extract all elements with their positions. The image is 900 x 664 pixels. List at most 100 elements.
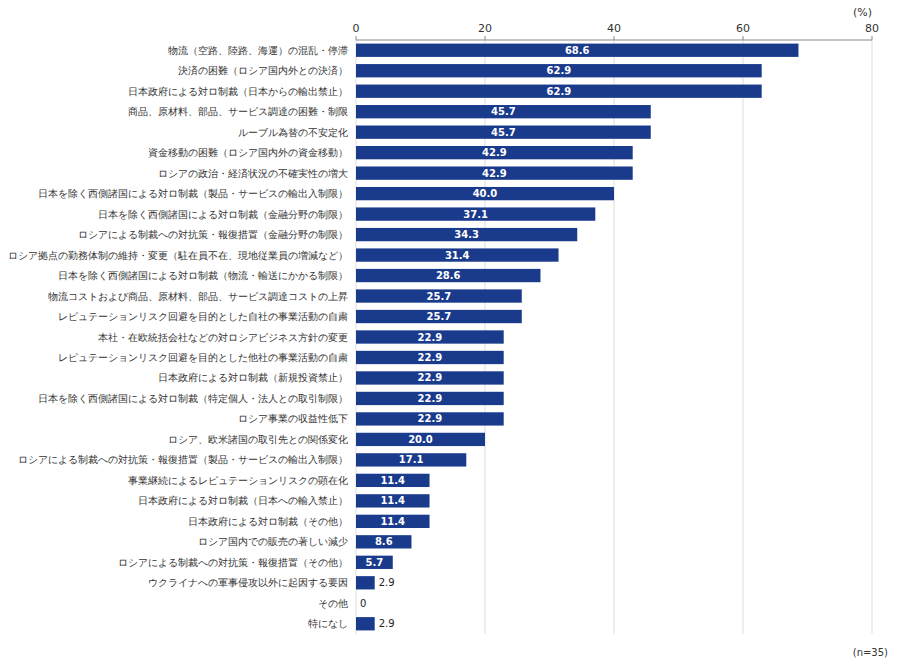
bar (356, 146, 633, 159)
grid-line (872, 40, 873, 634)
category-label: 日本を除く西側諸国による対ロ制裁（製品・サービスの輸出入制限） (38, 188, 348, 199)
bar (356, 474, 430, 487)
bars (356, 44, 798, 631)
annotation: (n=35) (853, 647, 888, 658)
data-label: 45.7 (491, 106, 516, 117)
x-axis: 0 20 40 60 80 (353, 22, 880, 40)
axis-line (356, 40, 872, 41)
category-label: ロシアによる制裁への対抗策・報復措置（その他） (118, 557, 348, 568)
bar (356, 433, 485, 446)
data-label: 62.9 (547, 65, 572, 76)
data-label: 25.7 (427, 291, 452, 302)
data-label: 45.7 (491, 127, 516, 138)
tick-label: 60 (736, 22, 750, 35)
category-label: 資金移動の困難（ロシア国内外の資金移動） (148, 147, 348, 158)
category-label: ロシア拠点の勤務体制の維持・変更（駐在員不在、現地従業員の増減など） (8, 250, 348, 261)
grid (356, 40, 872, 634)
data-label: 11.4 (380, 475, 405, 486)
data-label: 22.9 (418, 413, 443, 424)
data-label: 37.1 (463, 209, 488, 220)
category-label: ロシアの政治・経済状況の不確実性の増大 (158, 168, 348, 179)
category-label: 日本政府による対ロ制裁（日本への輸入禁止） (138, 495, 348, 506)
data-label: 5.7 (366, 557, 384, 568)
data-label: 42.9 (482, 147, 507, 158)
category-label: ロシア国内での販売の著しい減少 (198, 536, 348, 547)
bar (356, 535, 411, 548)
category-label: 本社・在欧統括会社などの対ロシアビジネス方針の変更 (98, 332, 348, 343)
data-label: 22.9 (418, 393, 443, 404)
data-label: 34.3 (454, 229, 479, 240)
data-label: 25.7 (427, 311, 452, 322)
category-label: その他 (318, 598, 348, 609)
data-label: 0 (360, 598, 366, 609)
bar (356, 617, 375, 630)
chart-container: 物流（空路、陸路、海運）の混乱・停滞決済の困難（ロシア国内外との決済）日本政府に… (0, 0, 900, 664)
category-label: 特になし (308, 618, 348, 629)
category-label: 物流コストおよび商品、原材料、部品、サービス調達コストの上昇 (48, 291, 348, 302)
category-label: ロシアによる制裁への対抗策・報復措置（製品・サービスの輸出入制限） (18, 454, 348, 465)
data-label: 40.0 (473, 188, 498, 199)
category-label: 日本を除く西側諸国による対ロ制裁（特定個人・法人との取引制限） (38, 393, 348, 404)
data-label: 22.9 (418, 332, 443, 343)
tick-mark (485, 36, 486, 40)
data-label: 2.9 (379, 577, 395, 588)
data-label: 11.4 (380, 495, 405, 506)
category-label: 日本政府による対ロ制裁（その他） (188, 516, 348, 527)
tick-mark (356, 36, 357, 40)
data-label: 22.9 (418, 352, 443, 363)
y-axis-labels: 物流（空路、陸路、海運）の混乱・停滞決済の困難（ロシア国内外との決済）日本政府に… (8, 45, 348, 630)
bar (356, 269, 540, 282)
category-label: ロシア、欧米諸国の取引先との関係変化 (168, 434, 348, 445)
data-labels: 68.662.962.945.745.742.942.940.037.134.3… (360, 45, 590, 630)
tick-mark (743, 36, 744, 40)
tick-label: 40 (607, 22, 621, 35)
data-label: 20.0 (408, 434, 433, 445)
bar (356, 351, 504, 364)
tick-label: 0 (353, 22, 360, 35)
bar (356, 207, 595, 220)
bar (356, 228, 577, 241)
bar (356, 310, 522, 323)
data-label: 17.1 (399, 454, 424, 465)
category-label: ロシアによる制裁への対抗策・報復措置（金融分野の制限） (78, 229, 348, 240)
data-label: 62.9 (547, 86, 572, 97)
bar (356, 412, 504, 425)
bar (356, 289, 522, 302)
bar (356, 126, 651, 139)
bar (356, 494, 430, 507)
axis-label: (%) (853, 6, 872, 19)
category-label: レピュテーションリスク回避を目的とした他社の事業活動の自粛 (58, 352, 348, 363)
bar (356, 248, 559, 261)
category-label: ルーブル為替の不安定化 (238, 127, 348, 138)
data-label: 2.9 (379, 618, 395, 629)
data-label: 42.9 (482, 168, 507, 179)
data-label: 22.9 (418, 372, 443, 383)
tick-mark (614, 36, 615, 40)
bar (356, 105, 651, 118)
category-label: 日本政府による対ロ制裁（日本からの輸出禁止） (128, 86, 348, 97)
category-label: 商品、原材料、部品、サービス調達の困難・制限 (128, 106, 348, 117)
category-label: 事業継続によるレピュテーションリスクの顕在化 (128, 475, 348, 486)
bar (356, 371, 504, 384)
bar (356, 392, 504, 405)
tick-label: 80 (865, 22, 879, 35)
bar (356, 44, 798, 57)
category-label: 日本を除く西側諸国による対ロ制裁（金融分野の制限） (98, 209, 348, 220)
data-label: 31.4 (445, 250, 470, 261)
category-label: ウクライナへの軍事侵攻以外に起因する要因 (148, 577, 348, 588)
bar (356, 453, 466, 466)
bar (356, 515, 430, 528)
bar (356, 166, 633, 179)
grid-line (743, 40, 744, 634)
data-label: 11.4 (380, 516, 405, 527)
bar (356, 576, 375, 589)
tick-label: 20 (478, 22, 492, 35)
bar (356, 64, 762, 77)
tick-mark (872, 36, 873, 40)
chart: 物流（空路、陸路、海運）の混乱・停滞決済の困難（ロシア国内外との決済）日本政府に… (0, 0, 900, 664)
category-label: レピュテーションリスク回避を目的とした自社の事業活動の自粛 (58, 311, 348, 322)
bar (356, 85, 762, 98)
category-label: ロシア事業の収益性低下 (238, 413, 348, 424)
category-label: 日本政府による対ロ制裁（新規投資禁止） (158, 372, 348, 383)
category-label: 日本を除く西側諸国による対ロ制裁（物流・輸送にかかる制限） (58, 270, 348, 281)
